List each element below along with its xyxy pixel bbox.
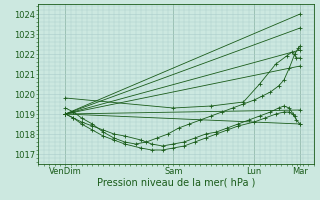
X-axis label: Pression niveau de la mer( hPa ): Pression niveau de la mer( hPa ) xyxy=(97,178,255,188)
